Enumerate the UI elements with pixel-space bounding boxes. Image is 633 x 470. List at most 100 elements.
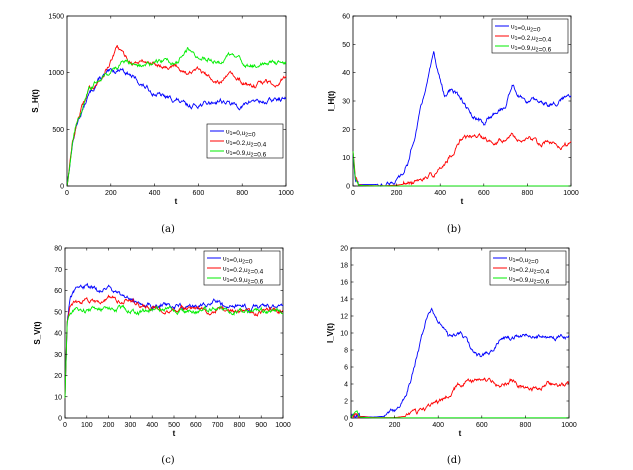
series-line-c-1	[64, 282, 284, 399]
legend-label-a-1: u1=0,u2=0	[226, 128, 256, 138]
ytick-label-d-2: 4	[344, 382, 348, 389]
ytick-label-d-3: 6	[344, 365, 348, 372]
xtick-label-a-5: 1000	[278, 190, 294, 197]
subplot-c-ticks: 0 100 200 300 400 500 600 700 800 900 1000 0 10 20 30 4…	[54, 246, 291, 430]
subplot-b-ticks: 0 200 400 600 800 1000 0 10 20 30 40 50 60	[342, 14, 579, 198]
xtick-label-a-3: 600	[193, 190, 205, 197]
legend-label-d-2: u1=0.2,u2=0.4	[509, 265, 550, 275]
ytick-label-c-4: 40	[54, 331, 62, 338]
ytick-label-b-3: 30	[342, 99, 350, 106]
xtick-label-c-0: 0	[63, 422, 67, 429]
series-line-c-3	[64, 304, 284, 399]
ytick-label-a-1: 500	[52, 127, 64, 134]
series-line-d-3	[350, 410, 569, 419]
subplot-a-ticks: 0 200 400 600 800 1000 0 500 1000 1500	[48, 14, 293, 198]
subplot-c-xlabel: t	[173, 429, 176, 438]
xtick-label-b-4: 800	[522, 190, 534, 197]
ytick-label-b-1: 10	[342, 155, 350, 162]
ytick-label-c-6: 60	[54, 288, 62, 295]
series-line-a-2	[66, 45, 287, 187]
legend-label-c-3: u1=0.9,u2=0.6	[223, 275, 264, 285]
ytick-label-c-7: 70	[54, 267, 62, 274]
ytick-label-d-10: 20	[340, 246, 348, 253]
subplot-c-series	[64, 282, 284, 399]
subplot-d-ylabel: I_V(t)	[326, 323, 335, 343]
legend-label-b-1: u1=0,u2=0	[511, 23, 541, 33]
series-line-b-1	[352, 51, 572, 187]
ytick-label-c-8: 80	[54, 246, 62, 253]
ytick-label-d-8: 16	[340, 280, 348, 287]
xtick-label-a-4: 800	[236, 190, 248, 197]
subplot-a-ylabel: S_H(t)	[31, 89, 40, 113]
legend-label-a-3: u1=0.9,u2=0.6	[226, 148, 267, 158]
ytick-label-d-7: 14	[340, 297, 348, 304]
legend-label-b-2: u1=0.2,u2=0.4	[511, 33, 552, 43]
subplot-d-ticks: 0 200 400 600 800 1000 0 2 4 6 8 10 12 14 16 18 20	[340, 246, 577, 430]
subplot-a-series	[66, 45, 287, 187]
subplot-b-ylabel: I_H(t)	[327, 90, 336, 111]
xtick-label-b-2: 400	[434, 190, 446, 197]
subplot-c-caption: (c)	[161, 455, 175, 466]
subplot-c-ylabel: S_V(t)	[33, 321, 42, 344]
ytick-label-b-2: 20	[342, 127, 350, 134]
legend-label-d-1: u1=0,u2=0	[509, 255, 539, 265]
xtick-label-c-5: 500	[168, 422, 180, 429]
ytick-label-b-0: 0	[346, 184, 350, 191]
subplot-c: 0 100 200 300 400 500 600 700 800 900 1000 0 10 20 30 4…	[33, 246, 291, 467]
ytick-label-a-0: 0	[60, 184, 64, 191]
xtick-label-c-2: 200	[103, 422, 115, 429]
ytick-label-b-5: 50	[342, 42, 350, 49]
ytick-label-d-9: 18	[340, 263, 348, 270]
subplot-d-legend: u1=0,u2=0u1=0.2,u2=0.4u1=0.9,u2=0.6	[489, 250, 567, 286]
xtick-label-c-4: 400	[146, 422, 158, 429]
legend-label-c-2: u1=0.2,u2=0.4	[223, 265, 264, 275]
ytick-label-c-0: 0	[58, 416, 62, 423]
xtick-label-d-4: 800	[520, 422, 532, 429]
xtick-label-c-10: 1000	[275, 422, 291, 429]
ytick-label-b-4: 40	[342, 70, 350, 77]
ytick-label-b-6: 60	[342, 14, 350, 21]
series-line-a-1	[66, 67, 287, 187]
xtick-label-c-3: 300	[125, 422, 137, 429]
ytick-label-c-1: 10	[54, 394, 62, 401]
ytick-label-d-0: 0	[344, 416, 348, 423]
legend-label-b-3: u1=0.9,u2=0.6	[511, 43, 552, 53]
xtick-label-c-6: 600	[190, 422, 202, 429]
xtick-label-d-2: 400	[432, 422, 444, 429]
xtick-label-b-5: 1000	[563, 190, 579, 197]
subplot-a-caption: (a)	[161, 224, 175, 235]
legend-label-c-1: u1=0,u2=0	[223, 255, 253, 265]
ytick-label-c-2: 20	[54, 373, 62, 380]
ytick-label-a-2: 1000	[48, 70, 64, 77]
xtick-label-b-3: 600	[478, 190, 490, 197]
ytick-label-d-1: 2	[344, 399, 348, 406]
subplot-d: 0 200 400 600 800 1000 0 2 4 6 8 10 12 14 16 18 20 t I_V…	[326, 246, 577, 467]
xtick-label-b-0: 0	[351, 190, 355, 197]
series-line-a-3	[66, 47, 287, 187]
subplot-b-caption: (b)	[447, 224, 461, 235]
ytick-label-d-4: 8	[344, 348, 348, 355]
xtick-label-c-7: 700	[212, 422, 224, 429]
xtick-label-a-2: 400	[149, 190, 161, 197]
series-line-b-3	[352, 151, 571, 187]
legend-label-a-2: u1=0.2,u2=0.4	[226, 138, 267, 148]
xtick-label-c-8: 800	[234, 422, 246, 429]
subplot-d-caption: (d)	[447, 455, 461, 466]
xtick-label-d-1: 200	[389, 422, 401, 429]
subplot-a: 0 200 400 600 800 1000 0 500 1000 1500 t S_H(t) u…	[31, 14, 294, 236]
xtick-label-c-1: 100	[81, 422, 93, 429]
xtick-label-c-9: 900	[255, 422, 267, 429]
subplot-a-xlabel: t	[175, 197, 178, 206]
subplot-b-xlabel: t	[461, 197, 464, 206]
ytick-label-d-5: 10	[340, 331, 348, 338]
xtick-label-d-5: 1000	[561, 422, 577, 429]
subplot-a-frame	[66, 15, 287, 187]
subplot-d-xlabel: t	[459, 429, 462, 438]
series-line-d-1	[350, 307, 570, 419]
ytick-label-c-5: 50	[54, 309, 62, 316]
xtick-label-d-3: 600	[476, 422, 488, 429]
xtick-label-d-0: 0	[349, 422, 353, 429]
subplot-b-legend: u1=0,u2=0u1=0.2,u2=0.4u1=0.9,u2=0.6	[491, 18, 569, 54]
